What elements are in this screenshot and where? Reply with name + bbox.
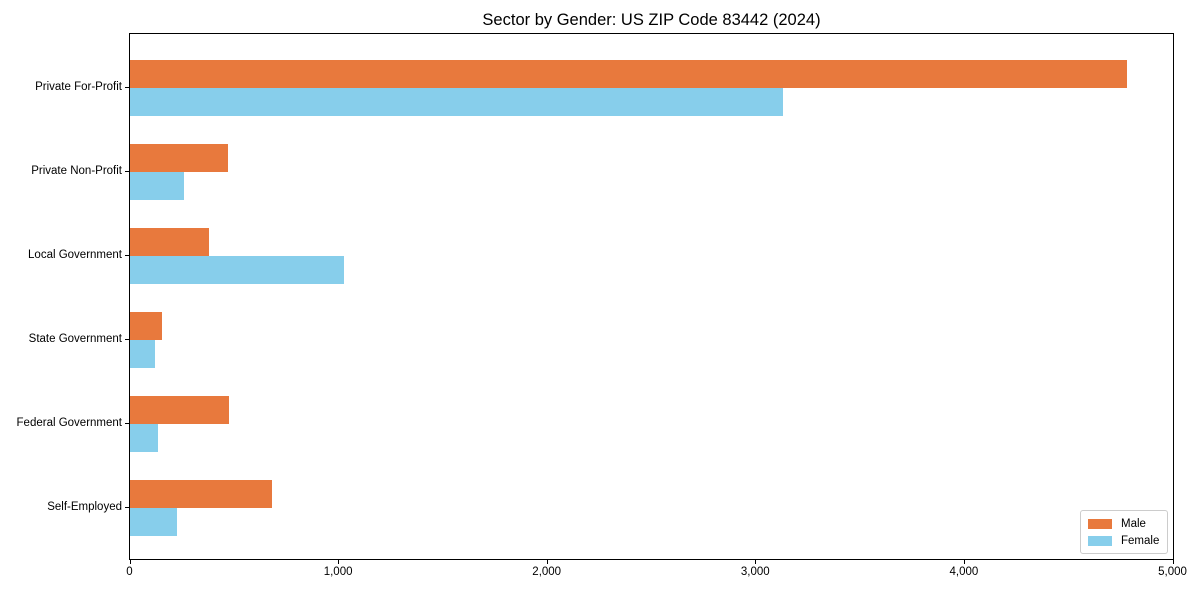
x-tick-mark <box>1172 560 1174 564</box>
bar-female-private-for-profit <box>130 88 783 116</box>
legend-swatch-male <box>1088 518 1112 529</box>
bar-female-state-government <box>130 340 155 368</box>
y-tick-label-local-government: Local Government <box>28 249 122 261</box>
plot-area: Male Female <box>129 33 1174 560</box>
bars-layer <box>130 34 1173 559</box>
y-tick-mark <box>125 507 129 508</box>
bar-male-state-government <box>130 312 163 340</box>
legend-item-male: Male <box>1081 518 1167 530</box>
y-tick-mark <box>125 171 129 172</box>
legend-swatch-female <box>1088 535 1112 546</box>
legend-item-female: Female <box>1081 535 1167 547</box>
legend-label-male: Male <box>1121 517 1146 530</box>
bar-male-federal-government <box>130 396 230 424</box>
bar-male-self-employed <box>130 480 272 508</box>
y-tick-label-state-government: State Government <box>28 333 122 345</box>
y-tick-mark <box>125 423 129 424</box>
legend-label-female: Female <box>1121 534 1160 547</box>
bar-male-private-non-profit <box>130 144 228 172</box>
x-tick-mark <box>963 560 965 564</box>
chart-title: Sector by Gender: US ZIP Code 83442 (202… <box>482 11 821 29</box>
bar-female-federal-government <box>130 424 159 452</box>
y-tick-label-federal-government: Federal Government <box>16 417 122 429</box>
bar-female-self-employed <box>130 508 177 536</box>
x-tick-label-1-000: 1,000 <box>323 566 353 578</box>
x-tick-mark <box>129 560 131 564</box>
y-tick-mark <box>125 339 129 340</box>
x-tick-label-5-000: 5,000 <box>1158 566 1187 578</box>
bar-female-local-government <box>130 256 344 284</box>
x-tick-mark <box>546 560 548 564</box>
y-tick-label-self-employed: Self-Employed <box>47 501 122 513</box>
x-tick-mark <box>755 560 757 564</box>
y-tick-label-private-non-profit: Private Non-Profit <box>31 165 122 177</box>
x-tick-mark <box>338 560 340 564</box>
x-tick-label-0: 0 <box>126 566 133 578</box>
legend: Male Female <box>1080 510 1168 554</box>
x-tick-label-2-000: 2,000 <box>532 566 562 578</box>
x-tick-label-4-000: 4,000 <box>949 566 979 578</box>
bar-male-local-government <box>130 228 210 256</box>
bar-female-private-non-profit <box>130 172 185 200</box>
y-tick-mark <box>125 87 129 88</box>
y-tick-label-private-for-profit: Private For-Profit <box>35 81 122 93</box>
x-tick-label-3-000: 3,000 <box>740 566 770 578</box>
bar-male-private-for-profit <box>130 60 1128 88</box>
y-tick-mark <box>125 255 129 256</box>
